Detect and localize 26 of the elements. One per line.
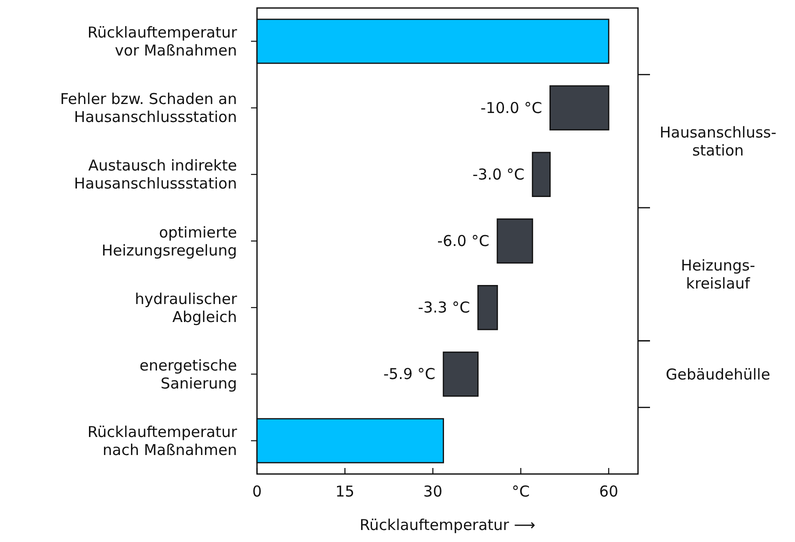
data-label: -3.3 °C xyxy=(418,298,470,317)
x-tick-label: 30 xyxy=(423,482,442,501)
y-tick-label: Rücklauftemperatur vor Maßnahmen xyxy=(88,24,238,60)
x-tick-label: °C xyxy=(512,482,530,501)
y-tick-label: Austausch indirekte Hausanschlussstation xyxy=(74,156,237,193)
text: Gebäudehülle xyxy=(666,365,770,384)
x-axis-title: Rücklauftemperatur ⟶ xyxy=(360,516,536,534)
y-tick-label: Rücklauftemperatur nach Maßnahmen xyxy=(88,422,238,459)
x-tick-label: 15 xyxy=(335,482,354,501)
bar xyxy=(442,352,479,397)
y-tick-label: Fehler bzw. Schaden an Hausanschlussstation xyxy=(60,90,237,126)
x-tick-label: 0 xyxy=(252,482,262,501)
y-tick-label: optimierte Heizungsregelung xyxy=(102,223,237,260)
bar xyxy=(477,285,498,330)
x-tick-label: 60 xyxy=(599,482,618,501)
text: Hausanschluss- station xyxy=(660,123,776,160)
data-label: -6.0 °C xyxy=(437,232,490,250)
bar xyxy=(549,85,610,130)
text: Heizungs- kreislauf xyxy=(680,256,756,293)
bar xyxy=(496,218,534,264)
y-tick-label: hydraulischer Abgleich xyxy=(134,290,238,326)
y-tick-label: energetische Sanierung xyxy=(140,356,237,392)
data-label: -5.9 °C xyxy=(383,365,436,384)
data-label: -3.0 °C xyxy=(472,165,524,184)
bar xyxy=(532,152,551,197)
data-label: -10.0 °C xyxy=(480,98,542,117)
